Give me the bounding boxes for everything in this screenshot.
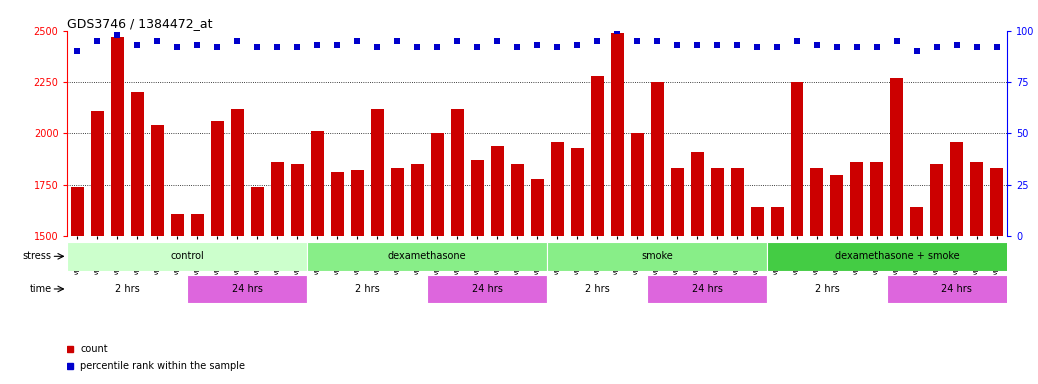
Text: 24 hrs: 24 hrs [941, 284, 973, 294]
Bar [291, 164, 304, 236]
Bar [871, 162, 883, 236]
Bar [886, 275, 1027, 303]
Text: percentile rank within the sample: percentile rank within the sample [80, 361, 245, 371]
Text: time: time [29, 284, 52, 294]
Bar [910, 207, 924, 236]
Text: 24 hrs: 24 hrs [231, 284, 263, 294]
Text: dexamethasone: dexamethasone [388, 251, 466, 262]
Bar [191, 214, 203, 236]
Bar [591, 76, 604, 236]
Bar [310, 131, 324, 236]
Text: 24 hrs: 24 hrs [471, 284, 502, 294]
Bar [571, 148, 583, 236]
Bar [351, 170, 363, 236]
Bar [151, 125, 164, 236]
Bar [651, 82, 663, 236]
Text: 2 hrs: 2 hrs [355, 284, 380, 294]
Text: 2 hrs: 2 hrs [115, 284, 140, 294]
Bar [550, 142, 564, 236]
Bar [371, 109, 384, 236]
Bar [791, 82, 803, 236]
Bar [271, 162, 283, 236]
Bar [767, 275, 886, 303]
Bar [307, 242, 547, 271]
Bar [450, 109, 464, 236]
Text: 2 hrs: 2 hrs [815, 284, 840, 294]
Bar [951, 142, 963, 236]
Bar [171, 214, 184, 236]
Bar [71, 187, 84, 236]
Text: 2 hrs: 2 hrs [584, 284, 609, 294]
Bar [428, 275, 547, 303]
Text: control: control [170, 251, 204, 262]
Bar [91, 111, 104, 236]
Bar [770, 207, 784, 236]
Text: 24 hrs: 24 hrs [691, 284, 722, 294]
Bar [67, 242, 307, 271]
Bar [930, 164, 944, 236]
Bar [411, 164, 424, 236]
Bar [547, 242, 767, 271]
Text: smoke: smoke [641, 251, 673, 262]
Bar [331, 172, 344, 236]
Bar [111, 37, 124, 236]
Bar [230, 109, 244, 236]
Bar [431, 133, 443, 236]
Bar [547, 275, 647, 303]
Bar [850, 162, 864, 236]
Bar [251, 187, 264, 236]
Bar [530, 179, 544, 236]
Bar [671, 168, 684, 236]
Bar [750, 207, 764, 236]
Bar [731, 168, 743, 236]
Bar [711, 168, 723, 236]
Bar [891, 78, 903, 236]
Bar [767, 242, 1027, 271]
Bar [307, 275, 428, 303]
Bar [67, 275, 188, 303]
Bar [971, 162, 983, 236]
Bar [470, 160, 484, 236]
Text: count: count [80, 344, 108, 354]
Bar [390, 168, 404, 236]
Text: GDS3746 / 1384472_at: GDS3746 / 1384472_at [67, 17, 213, 30]
Text: stress: stress [23, 251, 52, 262]
Bar [830, 174, 844, 236]
Text: dexamethasone + smoke: dexamethasone + smoke [835, 251, 959, 262]
Bar [647, 275, 767, 303]
Bar [211, 121, 224, 236]
Bar [491, 146, 503, 236]
Bar [631, 133, 644, 236]
Bar [610, 33, 624, 236]
Bar [811, 168, 823, 236]
Bar [690, 152, 704, 236]
Bar [188, 275, 307, 303]
Bar [990, 168, 1004, 236]
Bar [511, 164, 524, 236]
Bar [131, 92, 144, 236]
